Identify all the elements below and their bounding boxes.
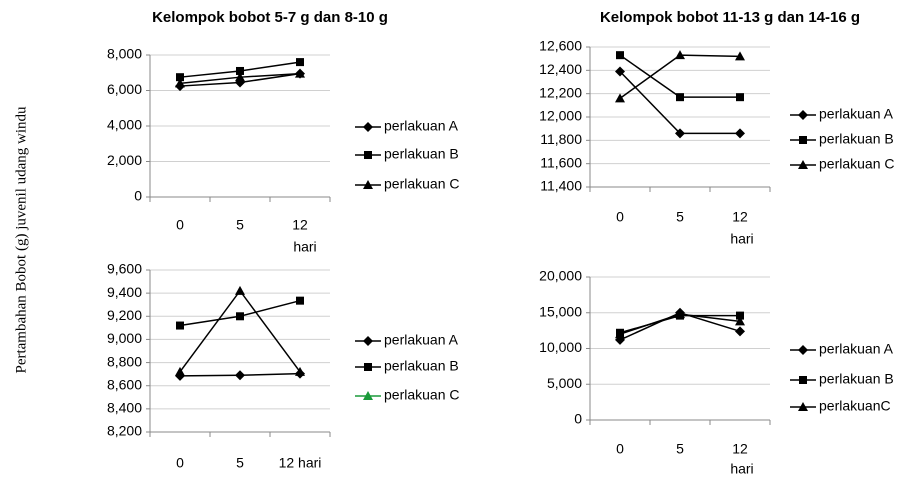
marker (675, 50, 685, 60)
marker (236, 312, 244, 321)
y-tick-label: 0 (134, 188, 142, 204)
marker (615, 93, 625, 103)
x-tick-label: 12 (732, 209, 748, 225)
legend-label: perlakuan B (819, 131, 894, 147)
marker (798, 110, 808, 120)
legend-label: perlakuan B (384, 358, 459, 374)
legend-label: perlakuan C (384, 387, 460, 403)
marker (616, 51, 624, 60)
marker (364, 363, 372, 371)
marker (735, 128, 745, 139)
y-tick-label: 9,000 (107, 330, 142, 346)
legend-label: perlakuan A (819, 106, 894, 122)
series-line (179, 289, 301, 373)
marker (295, 366, 305, 376)
marker (176, 73, 184, 82)
x-tick-label: 0 (616, 441, 624, 457)
marker (736, 311, 744, 320)
series-line (619, 54, 741, 99)
y-tick-label: 11,600 (540, 154, 582, 170)
marker (798, 345, 808, 355)
marker (675, 128, 685, 139)
y-tick-label: 12,000 (539, 108, 582, 124)
y-tick-label: 0 (574, 411, 582, 427)
y-tick-label: 9,600 (107, 261, 142, 277)
marker (175, 78, 185, 88)
marker (363, 180, 373, 189)
y-tick-label: 8,200 (107, 423, 142, 439)
marker (799, 376, 807, 384)
legend-label: perlakuan A (819, 341, 894, 357)
y-tick-label: 2,000 (107, 152, 142, 168)
chart-title: Kelompok bobot 5-7 g dan 8-10 g (152, 9, 388, 26)
x-tick-label: 5 (236, 455, 244, 471)
marker (296, 296, 304, 305)
y-tick-label: 20,000 (539, 268, 582, 284)
x-tick-label: 5 (676, 441, 684, 457)
y-tick-label: 8,000 (107, 46, 142, 62)
y-tick-label: 9,400 (107, 284, 142, 300)
marker (735, 326, 745, 337)
y-tick-label: 8,800 (107, 353, 142, 369)
x-axis-label: hari (293, 239, 316, 255)
legend-label: perlakuan B (384, 146, 459, 162)
y-tick-label: 11,400 (540, 178, 582, 194)
y-tick-label: 12,200 (539, 84, 582, 100)
y-tick-label: 15,000 (539, 303, 582, 319)
x-tick-label: 12 hari (279, 455, 322, 471)
marker (236, 66, 244, 75)
legend-label: perlakuan B (819, 371, 894, 387)
y-tick-label: 11,800 (540, 131, 582, 147)
legend-label: perlakuan A (384, 332, 459, 348)
y-tick-label: 12,400 (539, 61, 582, 77)
marker (176, 321, 184, 330)
marker (295, 68, 305, 78)
y-tick-label: 9,200 (107, 307, 142, 323)
x-tick-label: 12 (732, 441, 748, 457)
marker (235, 370, 245, 381)
marker (615, 329, 625, 339)
chart-title: Kelompok bobot 11-13 g dan 14-16 g (600, 9, 860, 26)
marker (676, 93, 684, 102)
x-tick-label: 12 (292, 217, 308, 233)
y-axis-label: Pertambahan Bobot (g) juvenil udang wind… (13, 106, 29, 374)
marker (363, 391, 373, 400)
marker (735, 316, 745, 326)
x-tick-label: 0 (176, 217, 184, 233)
y-tick-label: 5,000 (547, 375, 582, 391)
series-line (619, 70, 740, 135)
x-axis-label: hari (730, 461, 753, 477)
legend-label: perlakuan C (384, 176, 460, 192)
x-axis-label: hari (730, 231, 753, 247)
y-tick-label: 4,000 (107, 117, 142, 133)
marker (363, 336, 373, 346)
y-tick-label: 8,400 (107, 400, 142, 416)
marker (175, 366, 185, 376)
marker (736, 93, 744, 102)
x-tick-label: 5 (236, 217, 244, 233)
marker (235, 72, 245, 82)
x-tick-label: 5 (676, 209, 684, 225)
x-tick-label: 0 (176, 455, 184, 471)
y-tick-label: 8,600 (107, 376, 142, 392)
y-tick-label: 12,600 (539, 38, 582, 54)
marker (364, 151, 372, 159)
legend-label: perlakuan C (819, 156, 895, 172)
marker (675, 309, 685, 319)
marker (798, 160, 808, 169)
marker (798, 402, 808, 411)
y-tick-label: 6,000 (107, 81, 142, 97)
marker (799, 136, 807, 144)
y-tick-label: 10,000 (539, 339, 582, 355)
marker (735, 51, 745, 61)
marker (296, 58, 304, 67)
marker (363, 122, 373, 132)
x-tick-label: 0 (616, 209, 624, 225)
legend-label: perlakuan A (384, 118, 459, 134)
marker (235, 285, 245, 295)
legend-label: perlakuanC (819, 398, 891, 414)
marker (615, 66, 625, 77)
